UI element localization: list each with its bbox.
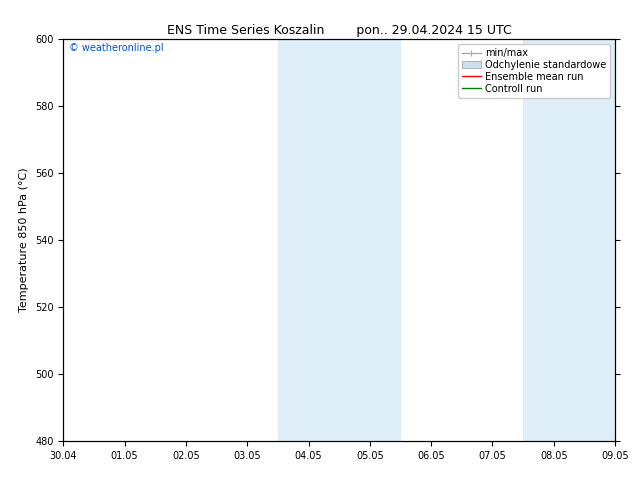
Bar <box>523 39 585 441</box>
Y-axis label: Temperature 850 hPa (°C): Temperature 850 hPa (°C) <box>20 168 30 313</box>
Title: ENS Time Series Koszalin        pon.. 29.04.2024 15 UTC: ENS Time Series Koszalin pon.. 29.04.202… <box>167 24 512 37</box>
Bar <box>339 39 401 441</box>
Bar <box>585 39 634 441</box>
Text: © weatheronline.pl: © weatheronline.pl <box>69 43 164 53</box>
Bar <box>278 39 339 441</box>
Legend: min/max, Odchylenie standardowe, Ensemble mean run, Controll run: min/max, Odchylenie standardowe, Ensembl… <box>458 44 610 98</box>
